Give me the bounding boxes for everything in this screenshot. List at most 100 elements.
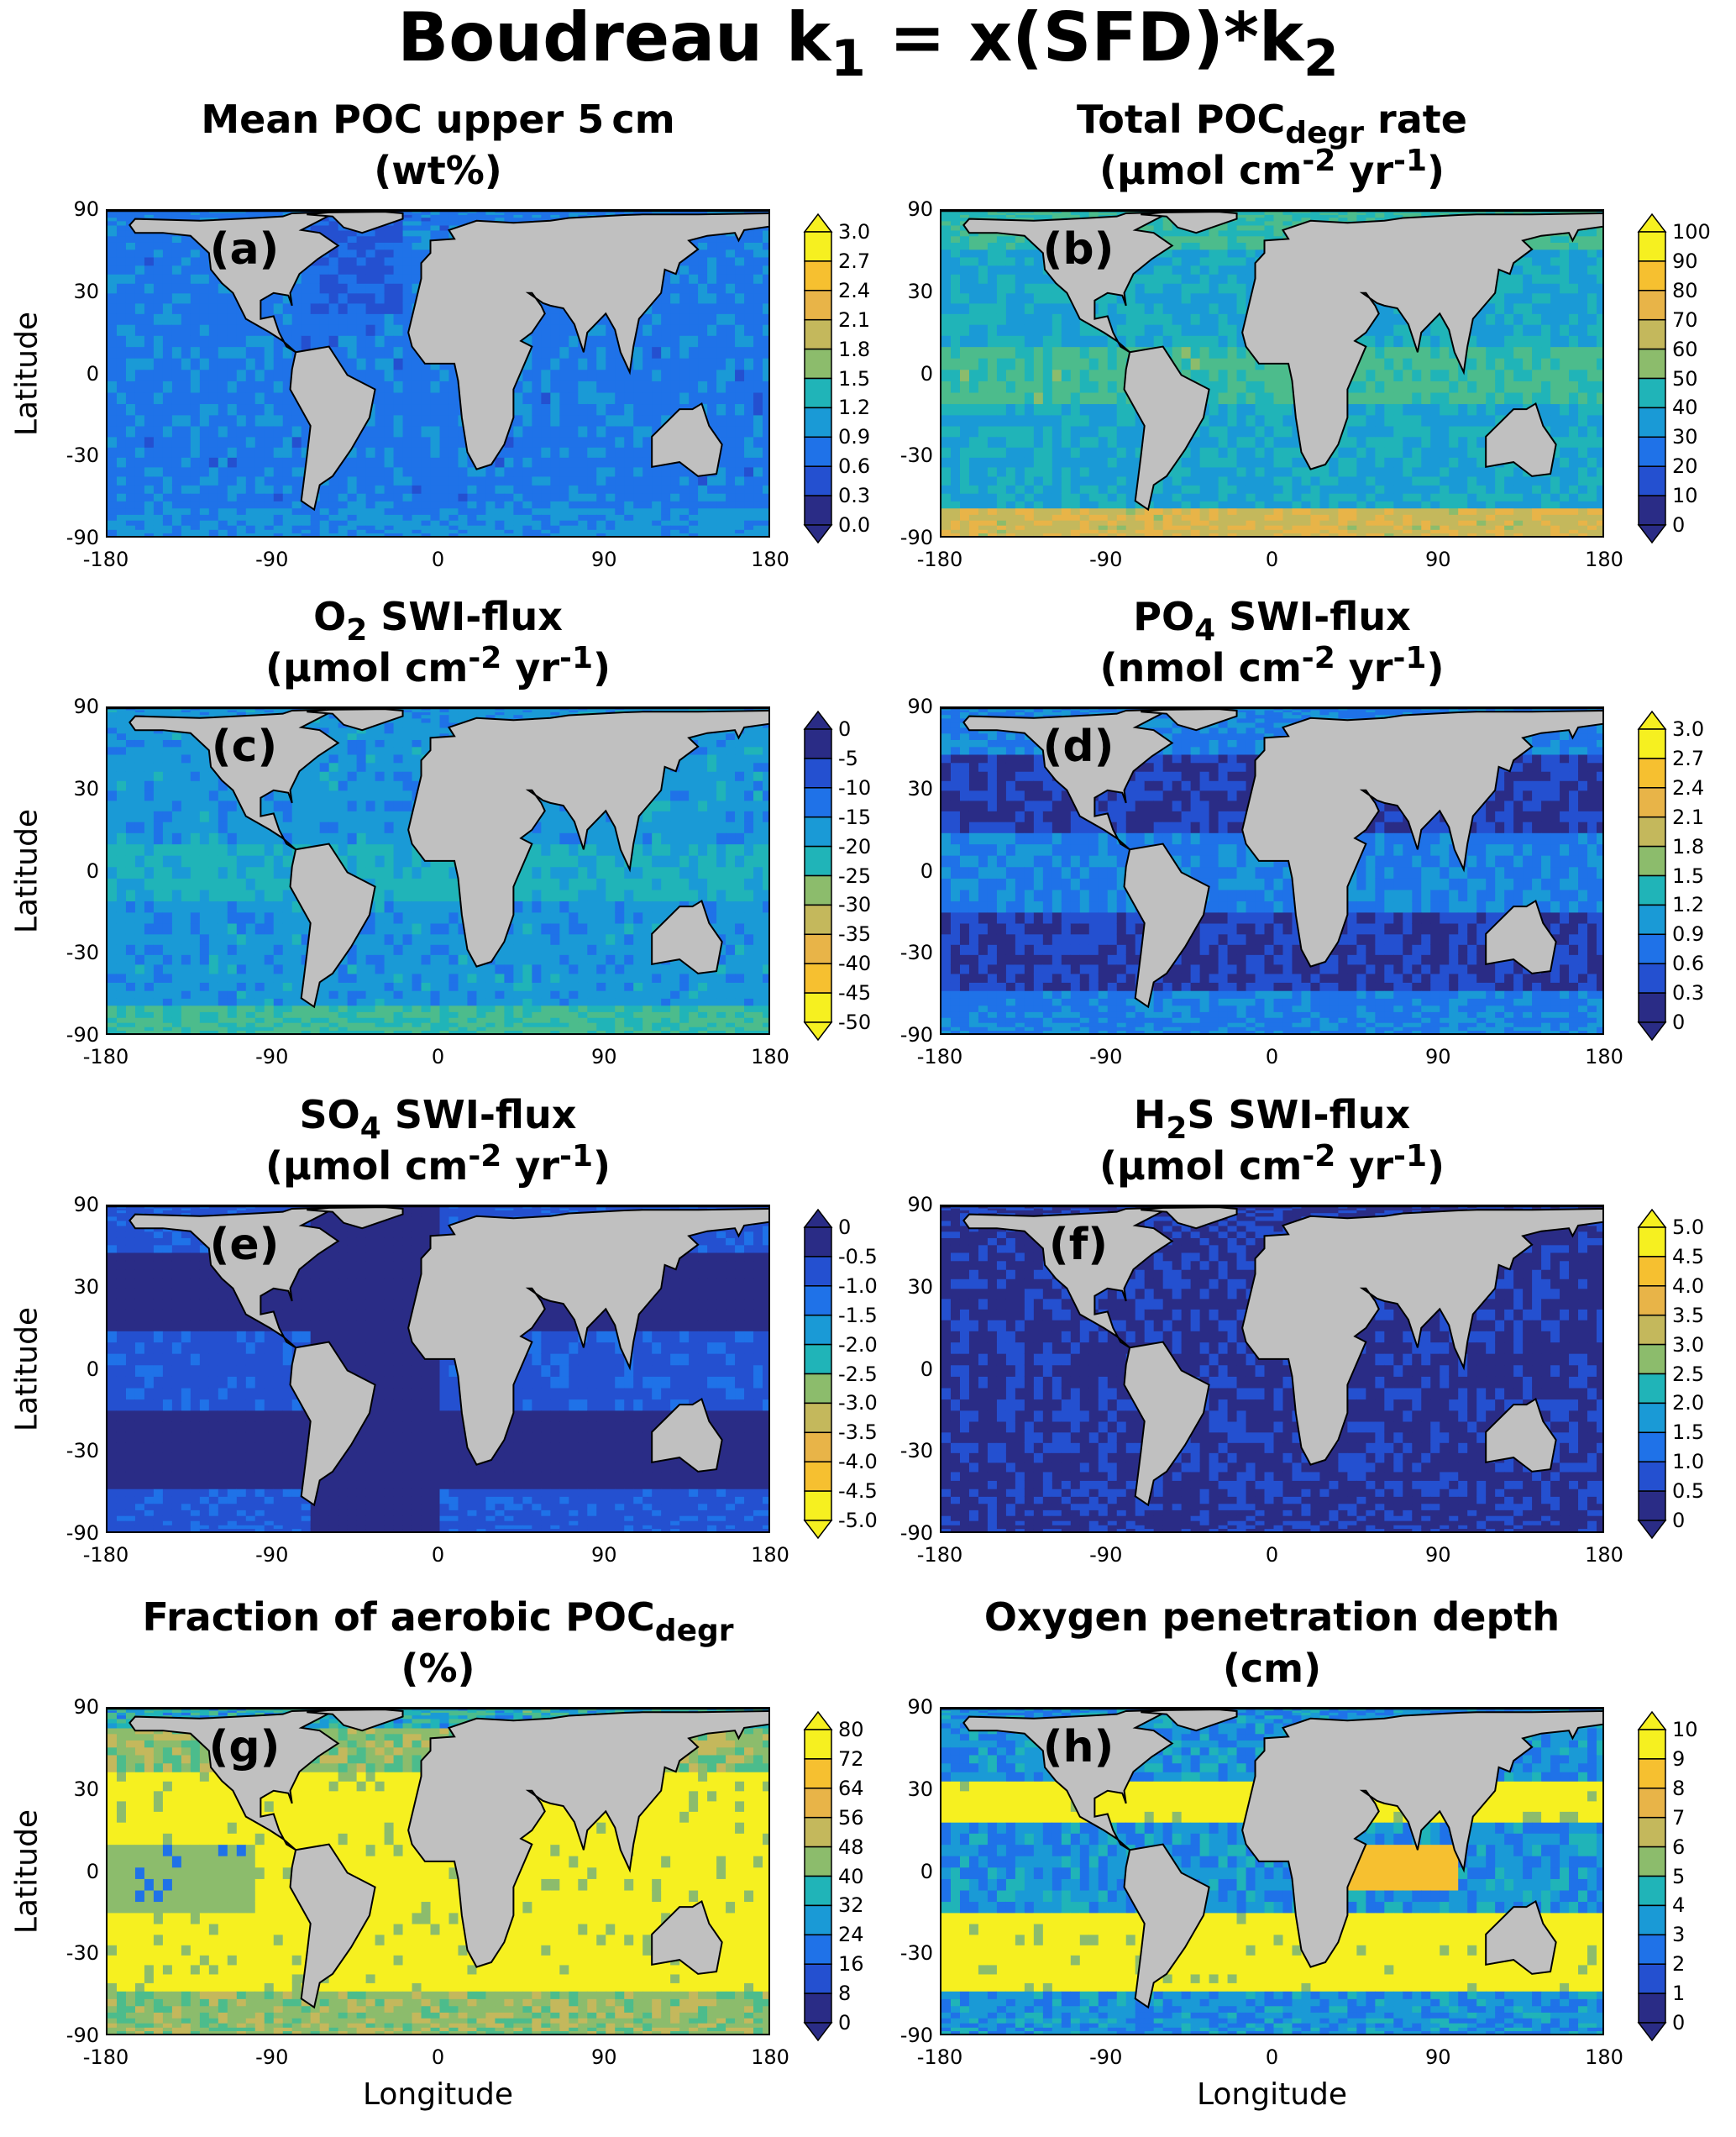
grid-cell	[134, 493, 145, 501]
grid-cell	[950, 466, 961, 477]
grid-cell	[987, 211, 998, 213]
grid-cell	[1015, 535, 1025, 536]
grid-cell	[384, 283, 395, 294]
grid-cell	[319, 224, 330, 231]
grid-cell	[1282, 493, 1293, 501]
grid-cell	[1024, 358, 1035, 370]
grid-cell	[1218, 525, 1229, 530]
grid-cell	[153, 501, 164, 509]
grid-cell	[1172, 335, 1183, 348]
grid-cell	[1052, 292, 1062, 304]
grid-cell	[744, 324, 754, 336]
grid-cell	[987, 369, 998, 381]
grid-cell	[1273, 212, 1284, 215]
grid-cell	[356, 283, 367, 294]
grid-cell	[208, 369, 219, 381]
grid-cell	[108, 220, 118, 226]
grid-cell	[264, 414, 275, 427]
grid-cell	[1246, 224, 1256, 231]
grid-cell	[1227, 302, 1238, 314]
grid-cell	[181, 414, 191, 427]
grid-cell	[412, 501, 422, 509]
grid-cell	[116, 214, 127, 218]
grid-cell	[412, 525, 422, 530]
grid-cell	[273, 369, 284, 381]
grid-cell	[1107, 403, 1118, 416]
grid-cell	[1209, 414, 1219, 427]
grid-cell	[190, 313, 201, 325]
grid-cell	[978, 466, 989, 477]
grid-cell	[661, 485, 671, 494]
grid-cell	[763, 256, 768, 266]
grid-cell	[726, 391, 736, 405]
grid-cell	[753, 324, 763, 336]
grid-cell	[1125, 211, 1136, 213]
grid-cell	[1079, 346, 1090, 359]
grid-cell	[1172, 265, 1183, 275]
grid-cell	[1255, 475, 1266, 486]
grid-cell	[1273, 211, 1284, 213]
grid-cell	[987, 520, 998, 526]
grid-cell	[550, 391, 560, 405]
grid-cell	[744, 211, 754, 213]
grid-cell	[1024, 403, 1035, 416]
grid-cell	[227, 324, 238, 336]
grid-cell	[1199, 369, 1210, 381]
grid-cell	[1181, 249, 1192, 258]
grid-cell	[227, 535, 238, 536]
grid-cell	[1033, 217, 1044, 222]
grid-cell	[291, 211, 302, 213]
grid-cell	[707, 414, 717, 427]
grid-cell	[1209, 525, 1219, 530]
grid-cell	[1079, 466, 1090, 477]
grid-cell	[689, 369, 699, 381]
grid-cell	[1236, 507, 1247, 515]
grid-cell	[1070, 414, 1081, 427]
grid-cell	[108, 224, 118, 231]
grid-cell	[1172, 235, 1183, 243]
grid-cell	[393, 302, 404, 314]
grid-cell	[356, 436, 367, 448]
grid-cell	[642, 501, 653, 509]
grid-cell	[1162, 525, 1173, 530]
grid-cell	[735, 249, 745, 258]
grid-cell	[393, 369, 404, 381]
grid-cell	[735, 346, 745, 359]
grid-cell	[171, 493, 182, 501]
grid-cell	[199, 358, 210, 370]
grid-cell	[1116, 457, 1127, 468]
grid-cell	[1199, 501, 1210, 509]
grid-cell	[245, 466, 256, 477]
grid-cell	[959, 214, 970, 218]
grid-cell	[199, 507, 210, 515]
grid-cell	[615, 501, 625, 509]
grid-cell	[319, 335, 330, 348]
grid-cell	[1236, 265, 1247, 275]
grid-cell	[959, 335, 970, 348]
grid-cell	[753, 485, 763, 494]
grid-cell	[996, 235, 1007, 243]
grid-cell	[144, 211, 155, 213]
grid-cell	[264, 485, 275, 494]
grid-cell	[744, 403, 754, 416]
grid-cell	[679, 302, 690, 314]
grid-cell	[282, 525, 293, 530]
grid-cell	[744, 457, 754, 468]
grid-cell	[347, 235, 358, 243]
grid-cell	[116, 211, 127, 213]
grid-cell	[1190, 358, 1201, 370]
grid-cell	[1246, 211, 1256, 213]
grid-cell	[291, 525, 302, 530]
grid-cell	[1264, 493, 1275, 501]
grid-cell	[652, 403, 662, 416]
grid-cell	[950, 485, 961, 494]
grid-cell	[1227, 335, 1238, 348]
grid-cell	[716, 302, 726, 314]
grid-cell	[950, 265, 961, 275]
grid-cell	[108, 256, 118, 266]
grid-cell	[941, 256, 952, 266]
grid-cell	[996, 358, 1007, 370]
grid-cell	[1116, 529, 1127, 534]
grid-cell	[1079, 529, 1090, 534]
grid-cell	[338, 525, 349, 530]
